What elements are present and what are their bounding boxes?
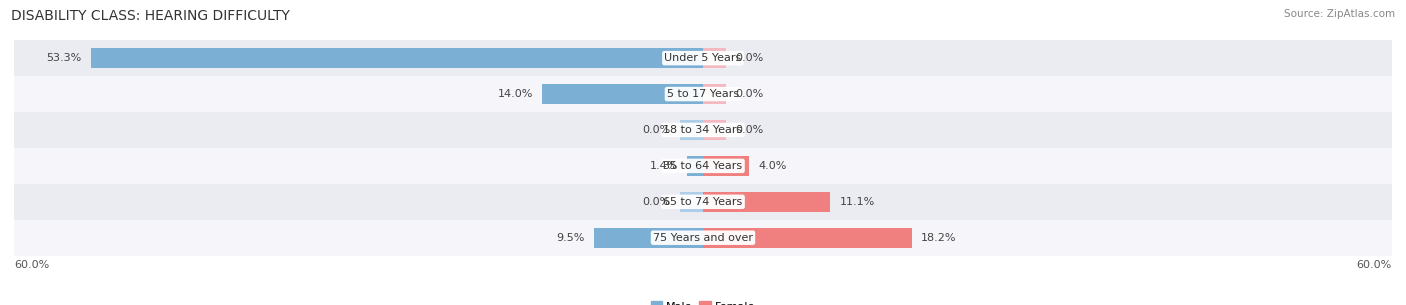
- Bar: [703, 120, 725, 140]
- Text: 5 to 17 Years: 5 to 17 Years: [666, 89, 740, 99]
- Text: 0.0%: 0.0%: [735, 89, 763, 99]
- Text: 75 Years and over: 75 Years and over: [652, 233, 754, 243]
- Bar: [14, 112, 1392, 148]
- Text: 0.0%: 0.0%: [735, 125, 763, 135]
- Bar: [703, 228, 912, 248]
- Bar: [593, 228, 703, 248]
- Text: 11.1%: 11.1%: [839, 197, 875, 207]
- Bar: [681, 120, 703, 140]
- Text: Under 5 Years: Under 5 Years: [665, 53, 741, 63]
- Bar: [543, 84, 703, 104]
- Bar: [91, 48, 703, 68]
- Bar: [14, 184, 1392, 220]
- Bar: [703, 48, 725, 68]
- Text: 18 to 34 Years: 18 to 34 Years: [664, 125, 742, 135]
- Bar: [688, 156, 703, 176]
- Text: 0.0%: 0.0%: [643, 125, 671, 135]
- Bar: [703, 192, 831, 212]
- Text: DISABILITY CLASS: HEARING DIFFICULTY: DISABILITY CLASS: HEARING DIFFICULTY: [11, 9, 290, 23]
- Text: 65 to 74 Years: 65 to 74 Years: [664, 197, 742, 207]
- Text: 35 to 64 Years: 35 to 64 Years: [664, 161, 742, 171]
- Legend: Male, Female: Male, Female: [647, 297, 759, 305]
- Bar: [14, 148, 1392, 184]
- Text: 14.0%: 14.0%: [498, 89, 533, 99]
- Bar: [681, 192, 703, 212]
- Text: 53.3%: 53.3%: [46, 53, 82, 63]
- Bar: [14, 76, 1392, 112]
- Text: 0.0%: 0.0%: [643, 197, 671, 207]
- Bar: [14, 220, 1392, 256]
- Bar: [703, 156, 749, 176]
- Text: 60.0%: 60.0%: [1357, 260, 1392, 270]
- Text: Source: ZipAtlas.com: Source: ZipAtlas.com: [1284, 9, 1395, 19]
- Text: 0.0%: 0.0%: [735, 53, 763, 63]
- Text: 4.0%: 4.0%: [758, 161, 786, 171]
- Text: 18.2%: 18.2%: [921, 233, 956, 243]
- Text: 9.5%: 9.5%: [557, 233, 585, 243]
- Bar: [14, 40, 1392, 76]
- Text: 1.4%: 1.4%: [650, 161, 678, 171]
- Bar: [703, 84, 725, 104]
- Text: 60.0%: 60.0%: [14, 260, 49, 270]
